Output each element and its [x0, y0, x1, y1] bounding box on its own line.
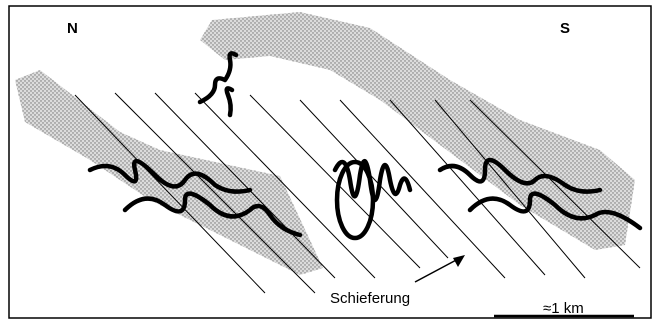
cleavage-line — [339, 99, 506, 279]
cleavage-line — [434, 99, 586, 279]
south-label: S — [560, 20, 570, 37]
fold-bed-upper-small — [197, 51, 239, 118]
foliation-label: Schieferung — [330, 290, 410, 307]
fold-bed-right-upper — [437, 157, 603, 194]
folded-layer-band — [15, 12, 635, 275]
cleavage-line — [74, 94, 266, 294]
folded-beds — [87, 51, 643, 241]
cleavage-line — [114, 92, 316, 294]
band-left-limb — [15, 70, 323, 275]
fold-bed-left-upper — [87, 159, 253, 194]
band-left-fill — [160, 150, 280, 200]
cleavage-line — [194, 92, 376, 279]
frame-border — [8, 5, 652, 319]
foliation-arrow — [414, 255, 465, 283]
fold-bed-left-lower — [122, 191, 303, 238]
cleavage-line — [154, 92, 336, 279]
fold-bed-center-outer — [334, 159, 376, 241]
cleavage-line — [469, 99, 641, 269]
cleavage-line — [249, 94, 421, 269]
band-upper-hinge-and-right-limb — [200, 12, 635, 250]
cleavage-line — [299, 99, 449, 259]
fold-bed-right-lower — [467, 191, 643, 231]
scale-label: ≈1 km — [543, 300, 584, 317]
cleavage-line — [389, 99, 546, 276]
cleavage-lines — [74, 92, 641, 294]
north-label: N — [67, 20, 78, 37]
